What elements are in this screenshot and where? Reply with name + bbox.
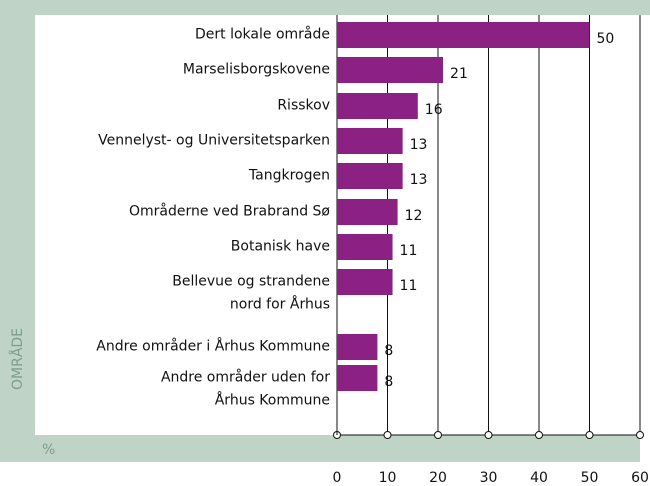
bar [337,334,378,360]
bar [337,163,403,189]
x-tick-label: 60 [631,470,649,486]
value-label: 13 [410,172,428,188]
x-tick-label: 30 [480,470,498,486]
bar [337,365,378,391]
category-label: Andre områder i Århus Kommune [96,338,330,355]
category-label: Andre områder uden for Århus Kommune [160,369,330,409]
tick-mark [535,431,543,439]
category-label: Vennelyst- og Universitetsparken [98,132,330,149]
category-label: Risskov [277,97,330,114]
x-tick-label: 20 [429,470,447,486]
x-tick-label: 50 [581,470,599,486]
tick-mark [585,431,594,439]
x-axis-label: % [42,442,55,458]
category-label: Dert lokale område [195,26,330,43]
value-label: 8 [384,343,393,359]
frame-top [0,0,650,15]
category-label: Områderne ved Brabrand Sø [129,203,330,220]
tick-mark [383,431,392,439]
value-label: 11 [400,243,418,259]
x-tick-label: 10 [379,470,397,486]
category-label: Bellevue og strandene nord for Århus [172,273,330,313]
tick-mark [484,431,493,439]
value-label: 21 [450,66,468,82]
value-label: 13 [410,137,428,153]
value-label: 8 [384,374,393,390]
bar [337,93,418,119]
frame-bottom [0,435,640,462]
bar [337,234,393,260]
x-tick-label: 40 [530,470,548,486]
value-label: 12 [405,208,423,224]
category-label: Marselisborgskovene [182,61,330,78]
value-label: 50 [597,31,615,47]
tick-mark [434,431,442,439]
tick-mark [636,431,644,439]
bar [337,128,403,154]
category-label: Tangkrogen [248,167,330,184]
category-label: Botanisk have [230,238,330,255]
bar [337,57,444,83]
bar [337,22,590,48]
value-label: 11 [400,278,418,294]
x-tick-label: 0 [333,470,342,486]
y-axis-label: OMRÅDE [9,328,26,390]
frame-left [0,0,35,462]
bar [337,269,393,295]
bar [337,199,398,225]
frame-corner [640,0,650,15]
value-label: 16 [425,102,443,118]
